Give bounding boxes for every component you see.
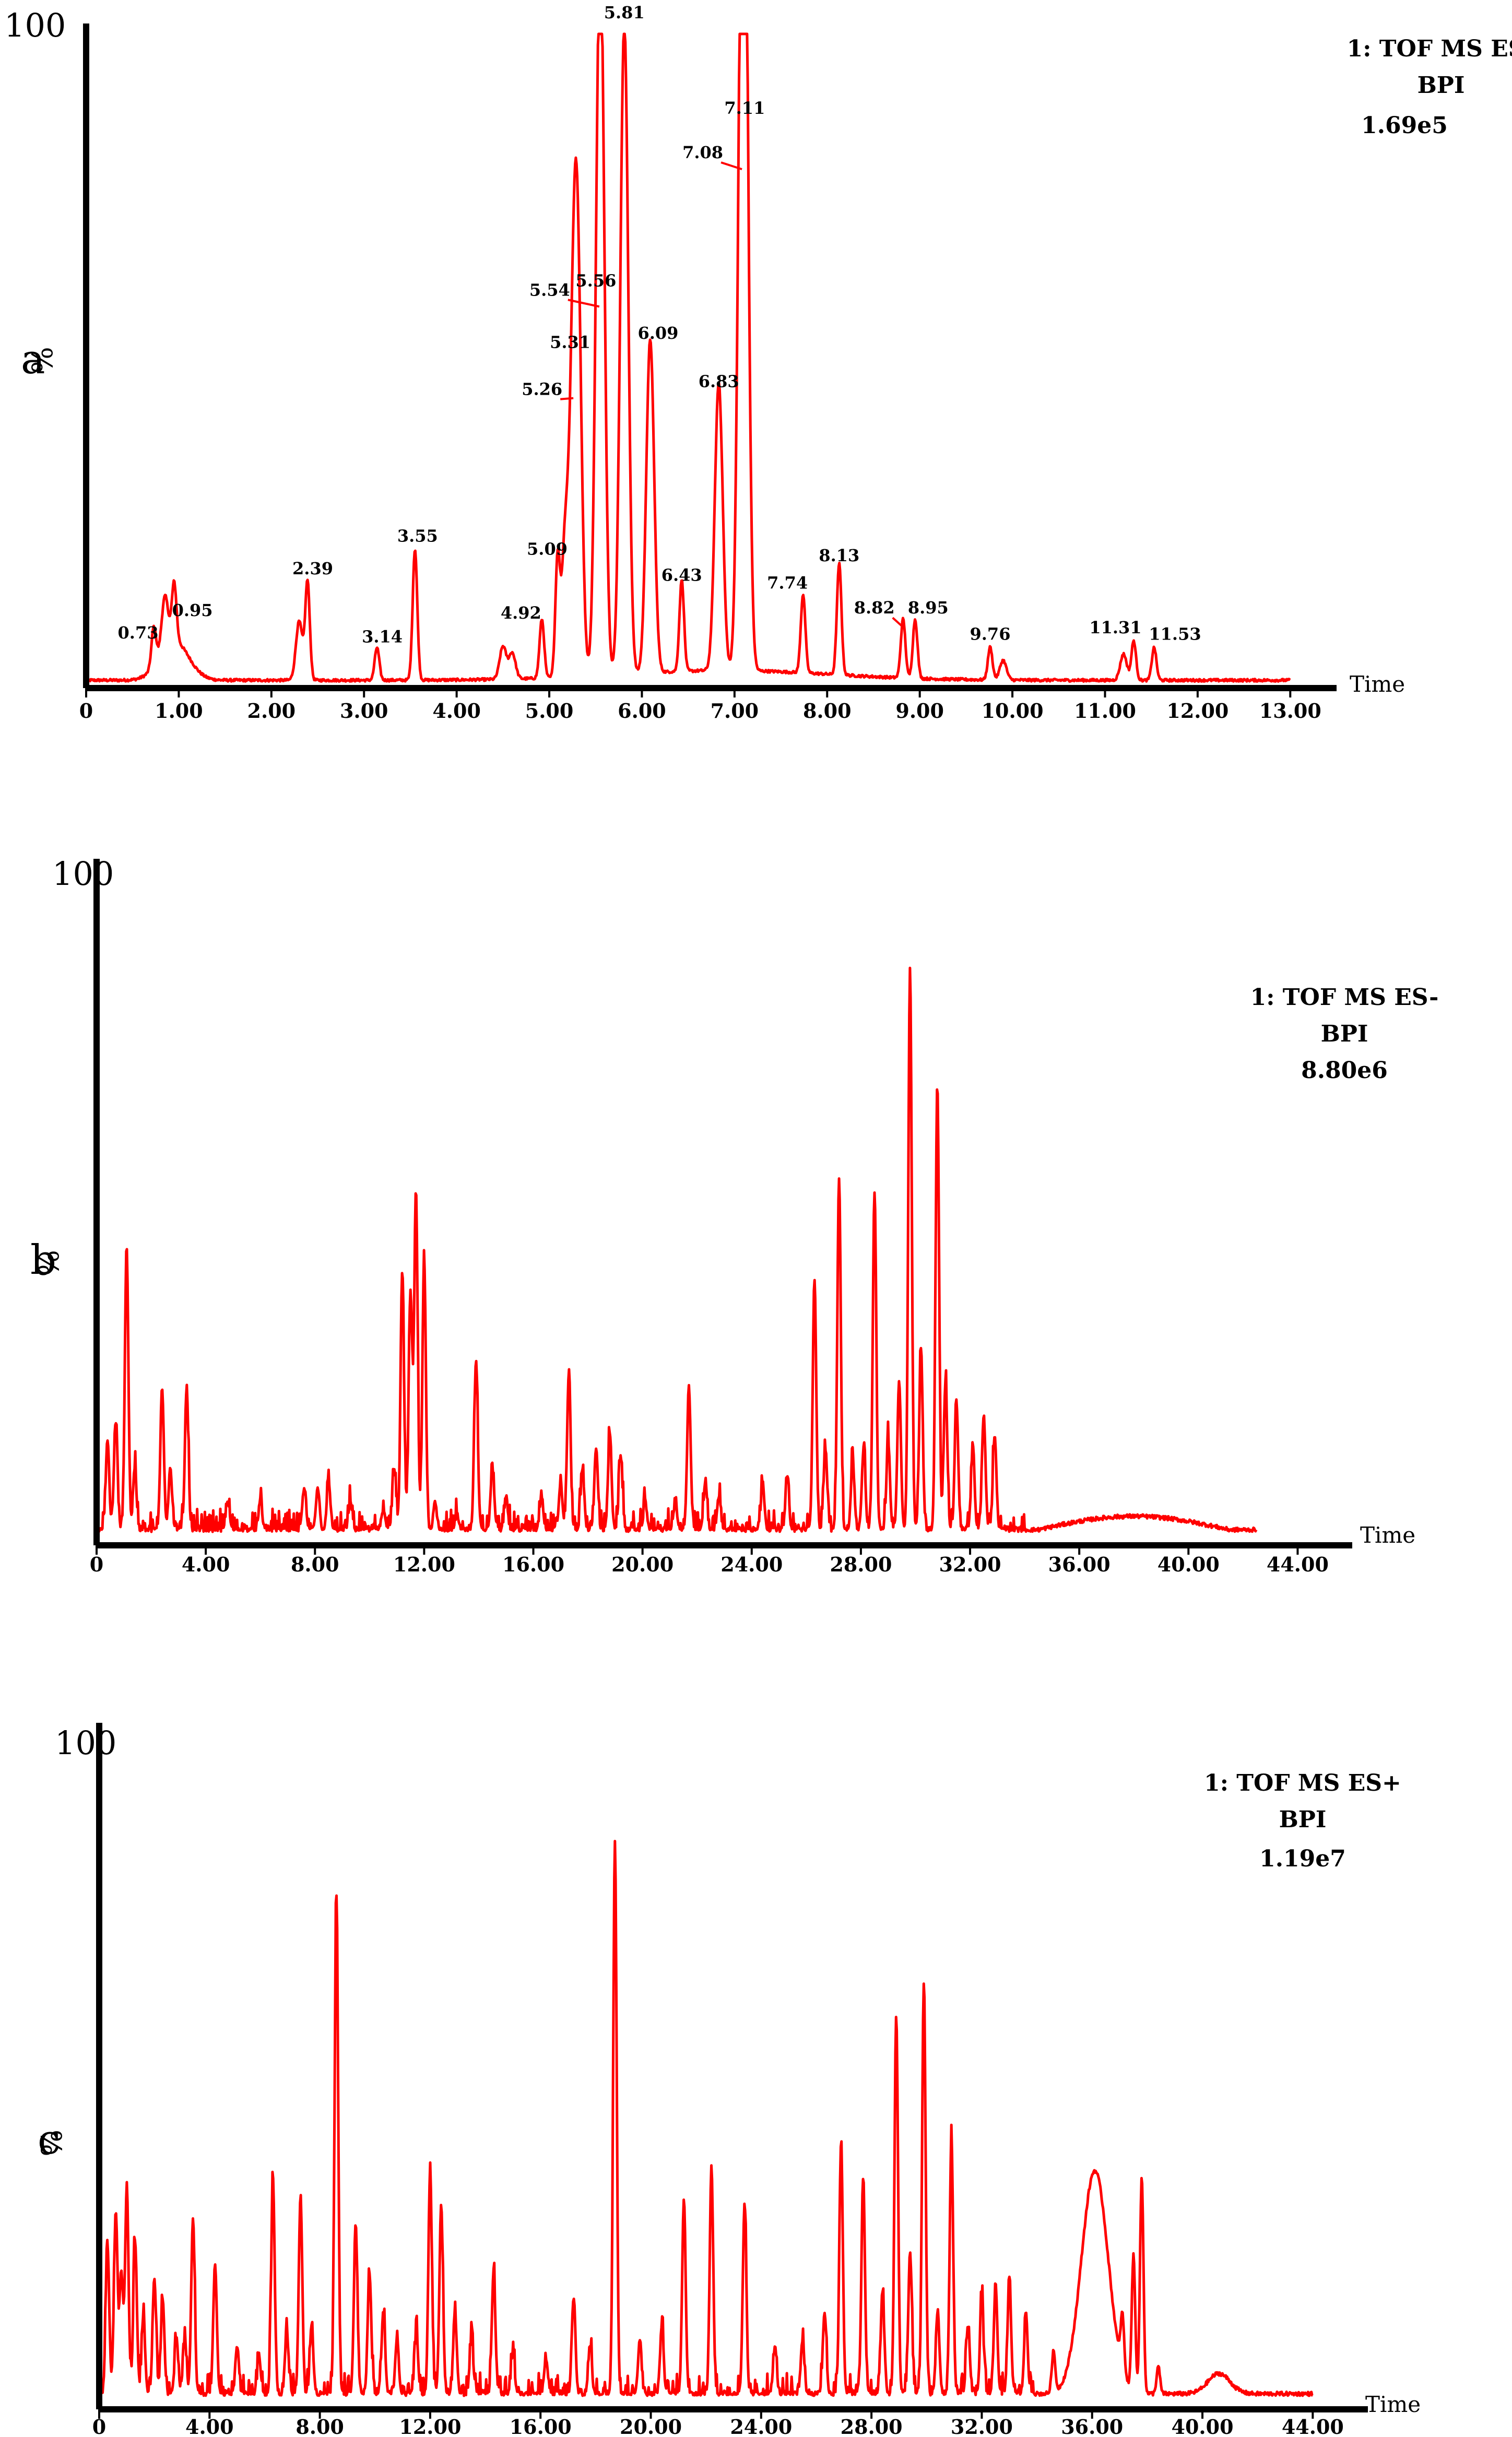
x-tick-label: 40.00 [1157,1553,1220,1576]
x-tick-label: 16.00 [510,2415,572,2437]
peak-label: 3.55 [397,526,438,546]
peak-label: 8.82 [854,598,895,618]
peak-leader-line [560,397,574,400]
acquisition-info-line: 1.69e5 [1361,112,1448,139]
peak-label: 11.31 [1089,618,1141,637]
x-tick-label: 0 [90,1553,103,1576]
peak-label: 0.73 [118,623,159,643]
x-tick-label: 12.00 [399,2415,461,2437]
x-tick-label: 40.00 [1172,2415,1234,2437]
peak-label: 6.83 [699,372,739,392]
chromatogram-trace-c [98,1840,1314,2397]
peak-label: 7.74 [767,573,808,593]
acquisition-info-line: BPI [1321,1021,1368,1047]
x-tick-label: 2.00 [247,699,296,723]
panel-letter: b [30,1237,56,1284]
x-tick-label: 4.00 [182,1553,230,1576]
peak-label: 8.13 [819,546,859,565]
peak-label: 6.43 [662,565,702,585]
x-tick-label: 32.00 [951,2415,1013,2437]
x-tick-label: 8.00 [296,2415,344,2437]
x-tick-label: 24.00 [730,2415,792,2437]
x-tick-label: 9.00 [895,699,944,723]
peak-label: 2.39 [292,559,333,578]
y-axis-label: % [36,2130,68,2156]
y-axis-max-label: 100 [4,6,66,44]
x-tick-label: 1.00 [155,699,203,723]
x-tick-label: 28.00 [841,2415,903,2437]
x-tick-label: 24.00 [720,1553,783,1576]
x-tick-label: 16.00 [502,1553,564,1576]
x-tick-label: 44.00 [1267,1553,1329,1576]
peak-leader-line [892,617,904,628]
x-tick-label: 32.00 [939,1553,1001,1576]
peak-label: 5.81 [604,3,645,22]
peak-leader-line [568,299,600,308]
x-tick-label: 10.00 [982,699,1044,723]
x-tick-label: 3.00 [340,699,388,723]
peak-label: 5.31 [550,333,590,352]
x-tick-label: 0 [92,2415,106,2437]
peak-label: 7.08 [682,143,723,162]
y-axis-label: % [32,1250,65,1276]
peak-label: 5.56 [575,271,616,291]
acquisition-info-line: BPI [1279,1806,1327,1833]
x-tick-label: 5.00 [525,699,574,723]
peak-label: 5.54 [529,280,570,300]
peak-label: 3.14 [362,626,403,646]
peak-leader-line [720,161,742,171]
x-tick-label: 0 [79,699,93,723]
peak-label: 6.09 [637,323,678,343]
y-axis-label: % [26,347,59,373]
panel-letter: a [21,336,45,383]
x-tick-label: 20.00 [620,2415,682,2437]
x-tick-label: 7.00 [711,699,759,723]
peak-label: 9.76 [970,624,1011,644]
acquisition-info-line: 1.19e7 [1259,1846,1346,1872]
peak-label: 0.95 [172,600,213,620]
x-tick-label: 12.00 [1166,699,1229,723]
x-tick-label: 44.00 [1282,2415,1344,2437]
x-tick-label: 8.00 [803,699,852,723]
x-tick-label: 20.00 [611,1553,674,1576]
x-tick-label: 12.00 [393,1553,455,1576]
acquisition-info-line: 1: TOF MS ES- [1250,984,1439,1011]
y-axis-max-label: 100 [55,1724,116,1762]
x-tick-label: 36.00 [1048,1553,1111,1576]
x-axis-label: Time [1365,2392,1421,2417]
peak-label: 4.92 [501,603,541,623]
panel-letter: c [38,2116,61,2163]
acquisition-info-line: BPI [1418,72,1465,99]
chromatogram-trace-a [85,32,1291,683]
acquisition-info-line: 1: TOF MS ES- [1347,36,1512,62]
panel-a: 0 1.00 2.00 3.00 4.00 5.00 6.00 7.00 8.00 9.00 10.… [4,3,1512,723]
peak-label: 11.53 [1149,624,1201,644]
x-tick-label: 36.00 [1061,2415,1123,2437]
peak-label: 5.09 [527,539,568,559]
x-axis-label: Time [1350,671,1405,697]
x-tick-label: 4.00 [185,2415,234,2437]
y-axis-max-label: 100 [52,855,114,893]
x-tick-label: 6.00 [618,699,666,723]
x-tick-label: 8.00 [291,1553,339,1576]
x-axis-label: Time [1360,1522,1415,1548]
x-tick-label: 13.00 [1259,699,1321,723]
x-tick-label: 4.00 [432,699,481,723]
x-tick-label: 28.00 [830,1553,892,1576]
peak-label: 5.26 [522,380,562,399]
acquisition-info-line: 1: TOF MS ES+ [1204,1770,1401,1796]
acquisition-info-line: 8.80e6 [1301,1057,1388,1084]
x-tick-label: 11.00 [1074,699,1136,723]
panel-b: 0 4.00 8.00 12.00 16.00 20.00 24.00 28.00 32.00 3… [30,855,1438,1576]
peak-label: 8.95 [908,598,949,618]
peak-label: 7.11 [724,98,765,118]
panel-c: 0 4.00 8.00 12.00 16.00 20.00 24.00 28.00 32.00 3… [36,1723,1421,2437]
chromatogram-trace-b [95,966,1258,1533]
